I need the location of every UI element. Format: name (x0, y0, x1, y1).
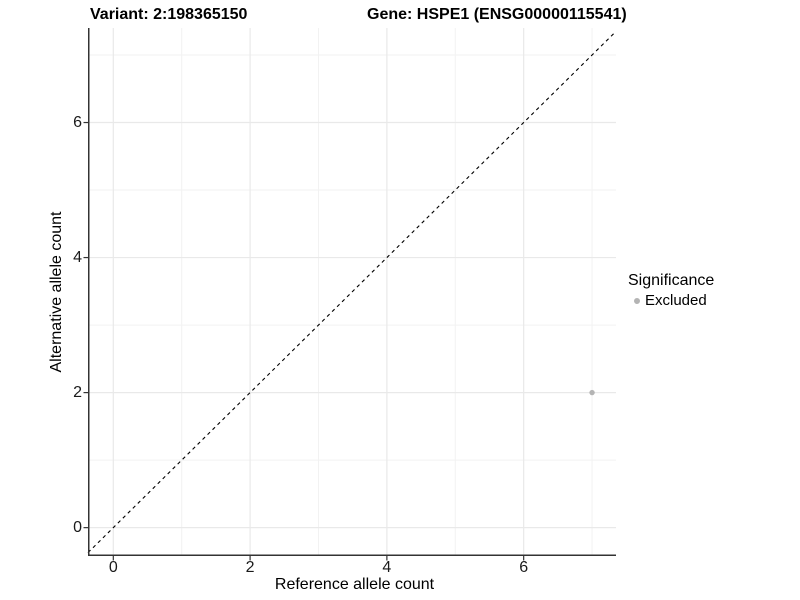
chart-panel (83, 28, 616, 561)
y-tick-label: 0 (73, 518, 82, 536)
y-tick-label: 2 (73, 383, 82, 401)
x-tick-label: 6 (519, 559, 529, 576)
legend: Significance Excluded (628, 272, 714, 309)
excluded-point-swatch (634, 297, 640, 304)
y-tick-label: 4 (73, 248, 82, 266)
legend-title: Significance (628, 272, 715, 289)
x-tick-label: 2 (245, 559, 255, 576)
variant-title: Variant: 2:198365150 (90, 6, 248, 23)
legend-item-label: Excluded (645, 292, 707, 309)
x-axis-title: Reference allele count (274, 576, 435, 593)
y-tick-label: 6 (73, 113, 82, 131)
x-tick-label: 4 (382, 559, 392, 576)
data-point-excluded (589, 389, 595, 396)
identity-dashed-line (87, 30, 616, 554)
legend-item-excluded: Excluded (628, 292, 714, 309)
gene-title: Gene: HSPE1 (ENSG00000115541) (367, 6, 627, 23)
y-axis-title: Alternative allele count (48, 211, 65, 373)
x-tick-label: 0 (108, 559, 118, 576)
